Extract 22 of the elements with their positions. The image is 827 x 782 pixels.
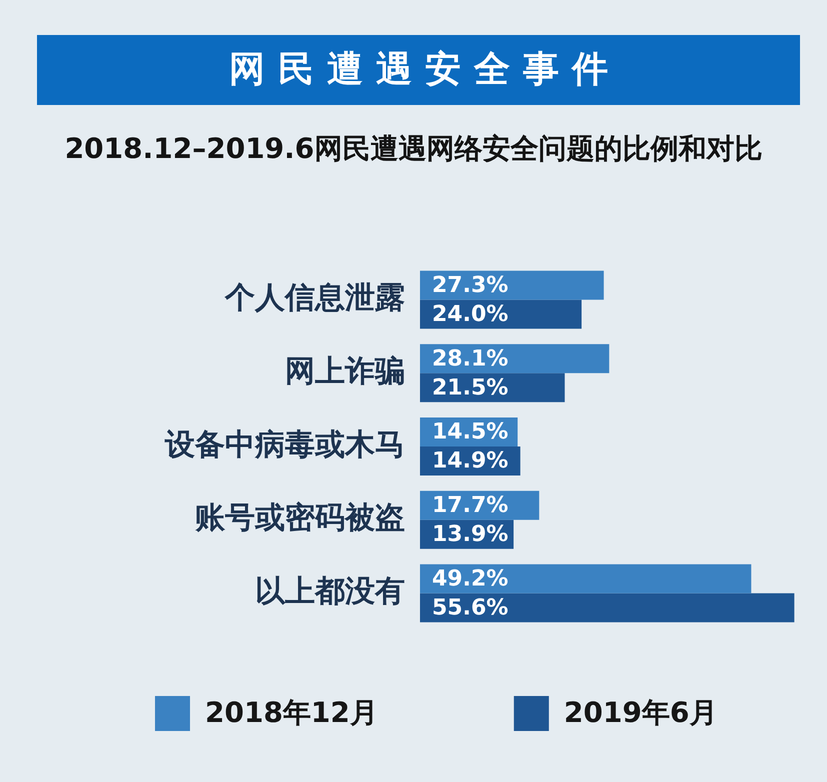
data-label: 27.3% xyxy=(432,272,508,298)
bar xyxy=(420,270,604,300)
data-label: 21.5% xyxy=(432,375,508,400)
y-tick-label: 网上诈骗 xyxy=(285,354,405,389)
data-label: 24.0% xyxy=(432,302,508,327)
y-tick-label: 个人信息泄露 xyxy=(224,280,405,316)
legend-label: 2019年6月 xyxy=(564,696,718,729)
bar xyxy=(420,564,752,594)
data-label: 17.7% xyxy=(432,493,508,518)
data-label: 13.9% xyxy=(432,522,508,548)
legend-label: 2018年12月 xyxy=(205,696,378,729)
data-label: 49.2% xyxy=(432,566,508,592)
data-label: 55.6% xyxy=(432,596,508,621)
chart-title: 网民遭遇安全事件 xyxy=(37,35,800,105)
data-label: 14.9% xyxy=(432,448,508,474)
y-tick-label: 以上都没有 xyxy=(255,574,405,610)
data-label: 14.5% xyxy=(432,420,508,445)
chart-subtitle: 2018.12–2019.6网民遭遇网络安全问题的比例和对比 xyxy=(64,131,764,167)
data-label: 28.1% xyxy=(432,346,508,372)
y-tick-label: 设备中病毒或木马 xyxy=(164,427,405,462)
y-tick-label: 账号或密码被盗 xyxy=(195,500,405,536)
bar xyxy=(420,593,794,622)
